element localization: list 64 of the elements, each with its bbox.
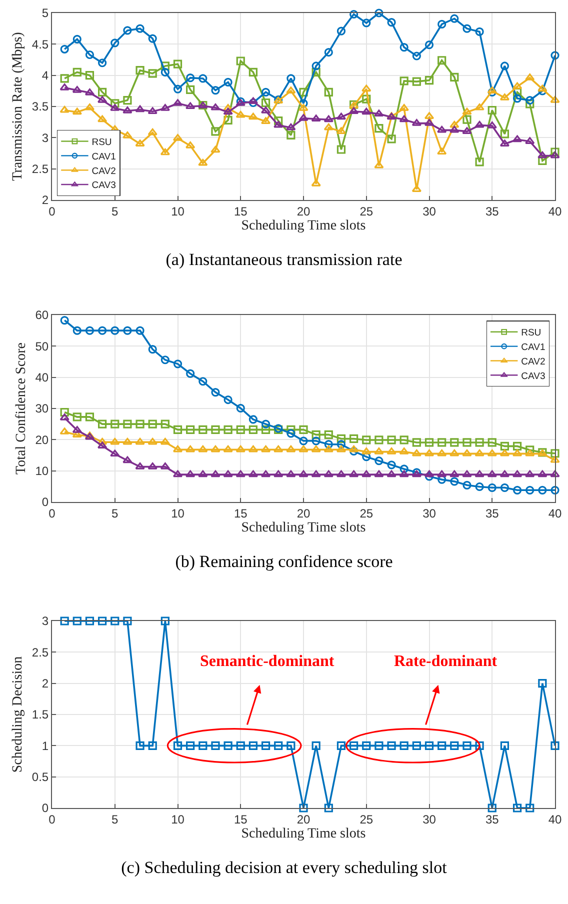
y-tick-label: 1 <box>42 738 49 753</box>
x-tick-label: 5 <box>112 204 119 218</box>
x-tick-label: 40 <box>548 506 562 520</box>
y-tick-label: 4 <box>42 68 49 83</box>
y-tick-label: 0 <box>42 801 49 816</box>
x-tick-label: 25 <box>360 204 374 218</box>
x-tick-label: 40 <box>548 204 562 218</box>
x-tick-label: 20 <box>296 506 310 520</box>
y-axis-title: Total Confidence Score <box>14 342 29 474</box>
y-tick-label: 20 <box>35 432 49 447</box>
y-tick-label: 0.5 <box>32 770 49 784</box>
y-axis-title: Transmission Rate (Mbps) <box>10 32 26 181</box>
y-tick-label: 5 <box>42 6 49 20</box>
x-tick-label: 25 <box>360 506 374 520</box>
legend-label: CAV1 <box>521 342 546 354</box>
x-tick-label: 5 <box>112 506 119 520</box>
y-tick-label: 1.5 <box>32 708 49 722</box>
x-tick-label: 30 <box>422 204 436 218</box>
y-tick-label: 2.5 <box>32 645 49 660</box>
y-tick-label: 50 <box>35 339 49 354</box>
y-tick-label: 2 <box>42 676 49 691</box>
text: (a) Instantaneous transmission rate <box>164 250 404 270</box>
x-tick-label: 30 <box>422 506 436 520</box>
legend-label: CAV3 <box>521 370 546 382</box>
y-tick-label: 2.5 <box>32 162 49 176</box>
x-tick-label: 25 <box>360 812 374 826</box>
x-tick-label: 10 <box>171 204 185 218</box>
x-tick-label: 5 <box>112 812 119 826</box>
x-tick-label: 40 <box>548 812 562 826</box>
legend-label: CAV2 <box>521 356 546 368</box>
y-tick-label: 10 <box>35 464 49 478</box>
legend-label: CAV3 <box>92 180 116 192</box>
x-tick-label: 15 <box>234 812 248 826</box>
x-tick-label: 35 <box>485 204 500 218</box>
legend-label: CAV1 <box>92 151 116 162</box>
x-tick-label: 20 <box>296 812 310 826</box>
legend-label: CAV2 <box>92 166 116 177</box>
text: (b) Remaining confidence score <box>174 552 394 572</box>
y-tick-label: 4.5 <box>32 37 49 52</box>
text: (c) Scheduling decision at every scheduling slot <box>120 858 448 878</box>
annotation: Semantic-dominant <box>200 653 335 670</box>
x-tick-label: 35 <box>485 812 500 826</box>
x-axis-title: Scheduling Time slots <box>241 218 366 234</box>
y-tick-label: 2 <box>42 193 49 208</box>
x-axis-title: Scheduling Time slots <box>241 826 366 842</box>
y-tick-label: 0 <box>42 495 49 510</box>
y-tick-label: 60 <box>35 308 49 322</box>
x-tick-label: 15 <box>234 204 248 218</box>
x-tick-label: 35 <box>485 506 500 520</box>
annotation: Rate-dominant <box>394 653 498 670</box>
x-tick-label: 10 <box>171 812 185 826</box>
x-tick-label: 15 <box>234 506 248 520</box>
y-tick-label: 3 <box>42 130 49 145</box>
legend-label: RSU <box>521 328 542 339</box>
x-tick-label: 20 <box>296 204 310 218</box>
y-tick-label: 30 <box>35 402 49 416</box>
y-tick-label: 3.5 <box>32 100 49 114</box>
x-axis-title: Scheduling Time slots <box>241 520 366 536</box>
y-tick-label: 40 <box>35 370 49 385</box>
y-axis-title: Scheduling Decision <box>10 656 26 773</box>
x-tick-label: 10 <box>171 506 185 520</box>
y-tick-label: 3 <box>42 614 49 628</box>
legend-label: RSU <box>92 136 112 148</box>
x-tick-label: 30 <box>422 812 436 826</box>
